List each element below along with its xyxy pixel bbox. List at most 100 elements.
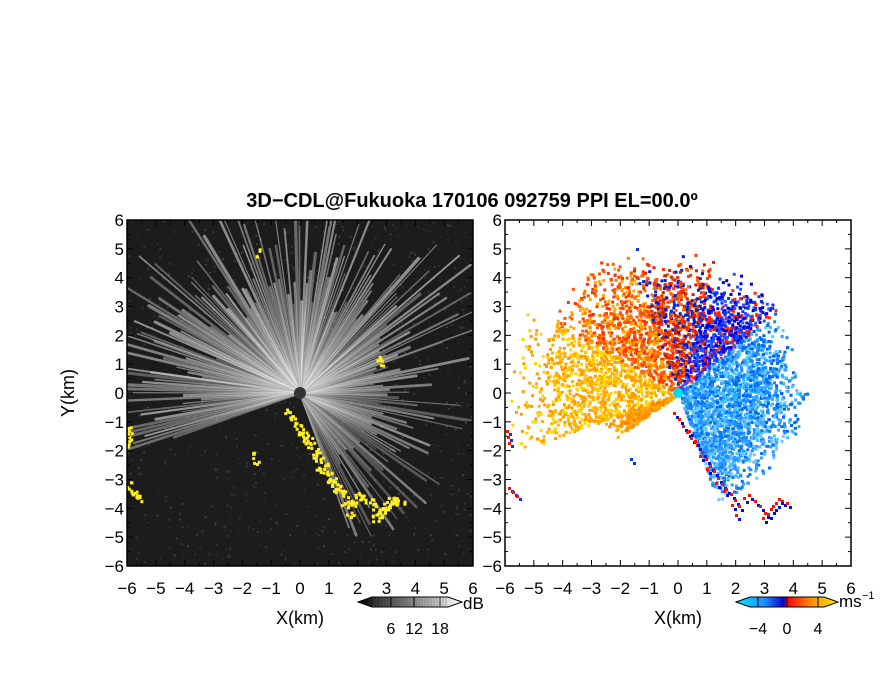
highlight-pixel [298,431,302,435]
noise-speck [249,268,252,271]
velocity-pixel [648,391,652,395]
noise-speck [353,248,356,251]
noise-speck [159,256,162,259]
velocity-pixel [694,338,698,342]
noise-speck [209,271,212,274]
noise-speck [447,371,450,374]
noise-speck [146,406,149,409]
noise-speck [214,467,217,470]
velocity-pixel [714,355,718,359]
velocity-pixel [587,404,591,408]
velocity-pixel [618,360,622,364]
noise-speck [199,547,202,550]
noise-speck [398,427,401,430]
y-tick-label: 2 [115,326,124,345]
highlight-pixel [307,434,311,438]
velocity-pixel [633,381,637,385]
velocity-pixel [584,323,588,327]
noise-speck [397,493,400,496]
velocity-pixel [629,366,633,370]
velocity-pixel [694,348,698,352]
noise-speck [395,227,398,230]
velocity-pixel [588,363,592,367]
velocity-pixel [604,347,608,351]
noise-speck [445,343,448,346]
noise-speck [238,257,241,260]
velocity-pixel [640,388,644,392]
noise-speck [291,297,294,300]
velocity-pixel [649,330,653,334]
highlight-pixel [351,502,355,506]
noise-speck [367,233,370,236]
noise-speck [399,284,402,287]
velocity-pixel [562,373,566,377]
velocity-pixel [696,308,700,312]
velocity-pixel [655,281,659,285]
noise-speck [222,510,225,513]
velocity-pixel [715,328,719,332]
noise-speck [197,244,200,247]
velocity-pixel [669,394,673,398]
velocity-pixel [631,277,635,281]
velocity-pixel [670,381,674,385]
noise-speck [372,534,375,537]
velocity-pixel [659,357,663,361]
velocity-pixel [615,397,619,401]
velocity-pixel [588,326,592,330]
velocity-pixel [773,320,777,324]
velocity-pixel [581,368,585,372]
velocity-pixel [566,329,570,333]
velocity-pixel [617,354,621,358]
noise-speck [399,238,402,241]
velocity-pixel [580,423,584,427]
velocity-pixel [582,344,586,348]
highlight-pixel [315,452,319,456]
velocity-pixel [753,291,757,295]
noise-speck [345,534,348,537]
velocity-pixel [598,401,602,405]
velocity-pixel [745,351,749,355]
velocity-pixel [623,321,627,325]
velocity-pixel [655,350,659,354]
velocity-pixel [656,354,660,358]
velocity-pixel [678,312,682,316]
velocity-pixel [635,375,639,379]
velocity-pixel [585,379,589,383]
reflectivity-ray [299,341,443,394]
velocity-pixel [656,345,660,349]
velocity-pixel [645,262,649,266]
velocity-pixel [666,273,670,277]
velocity-pixel [646,281,650,285]
noise-speck [153,390,156,393]
velocity-pixel [720,327,724,331]
velocity-pixel [611,339,615,343]
noise-speck [166,539,169,542]
velocity-pixel [702,367,706,371]
velocity-pixel [617,268,621,272]
noise-speck [401,286,404,289]
velocity-pixel [687,352,691,356]
noise-speck [164,499,167,502]
velocity-pixel [647,342,651,346]
velocity-pixel [545,364,549,368]
velocity-pixel [573,403,577,407]
velocity-pixel [606,413,610,417]
velocity-pixel [672,387,676,391]
velocity-pixel [637,390,641,394]
velocity-pixel [624,388,628,392]
velocity-pixel [599,377,603,381]
velocity-pixel [664,321,668,325]
velocity-pixel [626,364,630,368]
velocity-pixel [715,349,719,353]
noise-speck [234,517,237,520]
noise-speck [324,316,327,319]
velocity-pixel [669,354,673,358]
highlight-pixel [323,467,327,471]
velocity-pixel [714,353,718,357]
colorbar-tick-label: 18 [431,621,449,638]
noise-speck [168,371,171,374]
noise-speck [338,235,341,238]
noise-speck [141,307,144,310]
noise-speck [376,558,379,561]
velocity-pixel [668,357,672,361]
